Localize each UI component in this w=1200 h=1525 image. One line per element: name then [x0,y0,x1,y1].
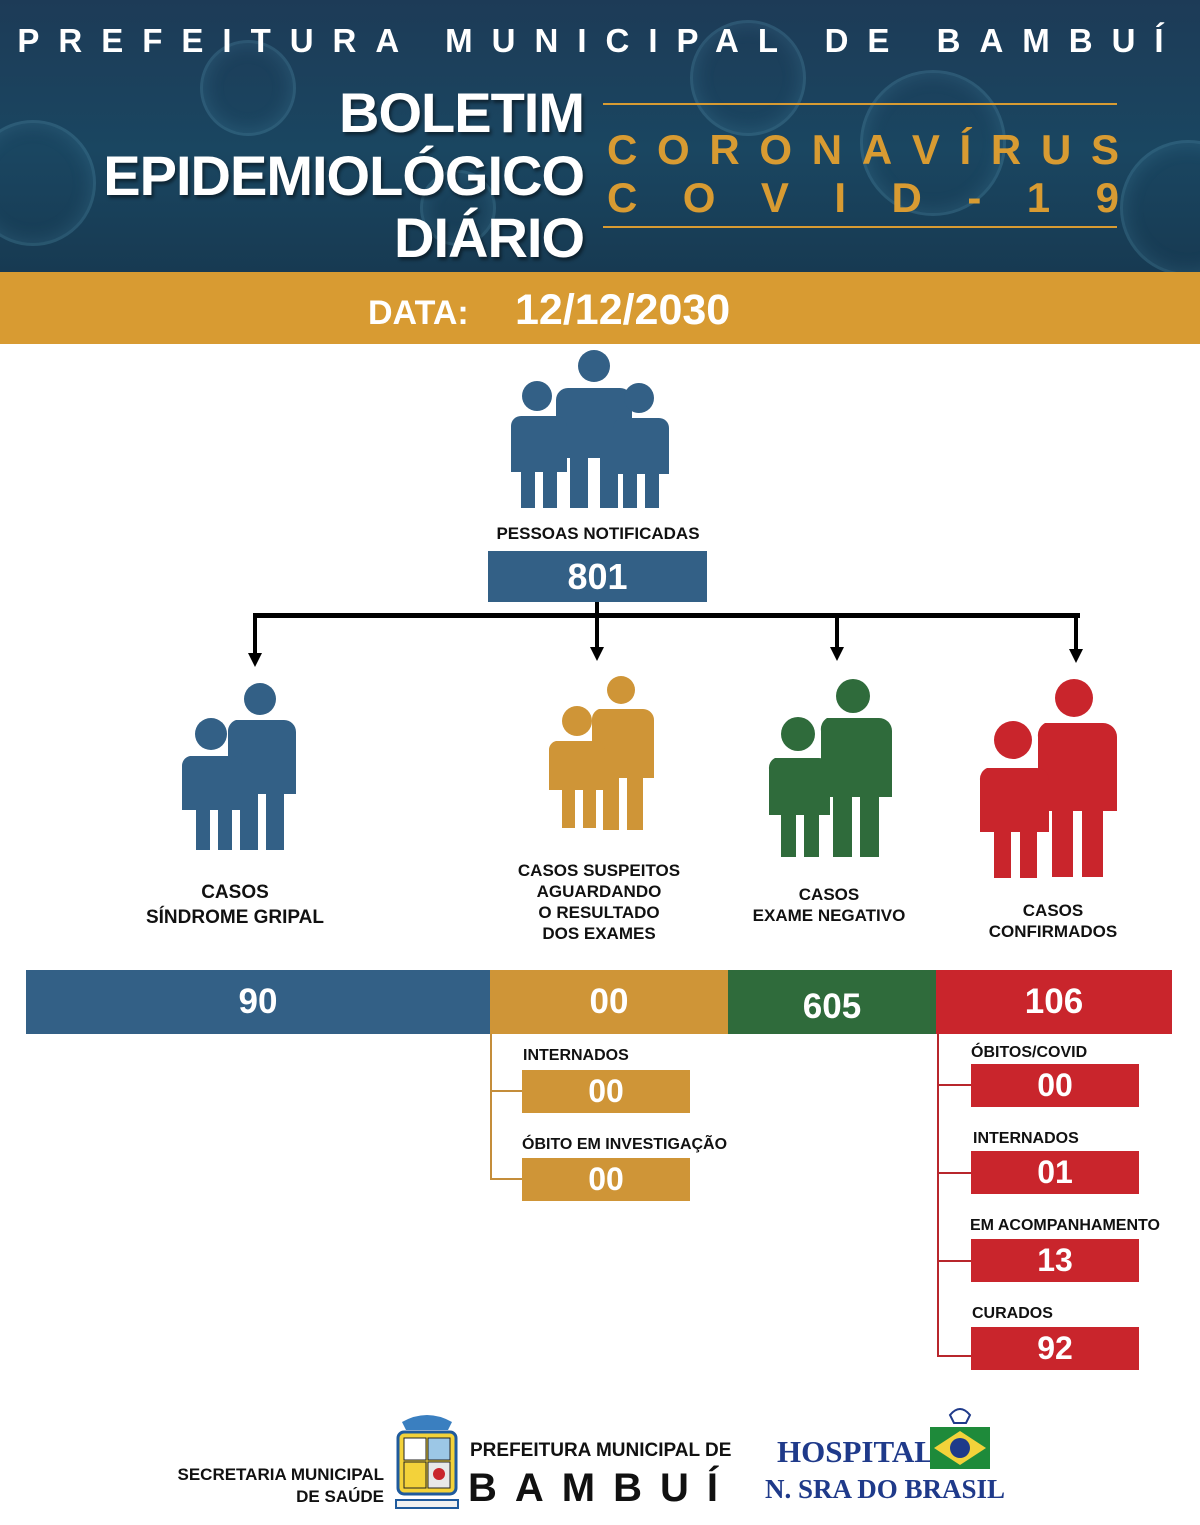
notified-value: 801 [567,555,628,597]
negative-cases-people-icon [768,679,892,857]
prefeitura-footer-line-2: BAMBUÍ [468,1466,736,1510]
negative-cases-label: CASOS EXAME NEGATIVO [752,885,906,925]
corona-title-letter: C [607,126,638,173]
suspect-hospitalized-box: 00 [522,1070,690,1113]
monitoring-box: 13 [971,1239,1139,1282]
covid-deaths-value: 00 [1037,1067,1073,1103]
death-investigation-label: ÓBITO EM INVESTIGAÇÃO [522,1136,728,1153]
corona-title-letter: A [861,126,893,173]
bulletin-title-line-2: EPIDEMIOLÓGICO [103,144,585,207]
municipal-coat-of-arms-icon [395,1415,459,1509]
hospital-name-line-1: HOSPITAL [777,1434,935,1469]
suspect-cases-value: 00 [589,982,629,1021]
corona-title-letter: D [891,174,922,221]
flu-cases-label: CASOS SÍNDROME GRIPAL [145,882,325,928]
confirmed-hospitalized-label: INTERNADOS [973,1130,1079,1147]
secretaria-saude-text: SECRETARIA MUNICIPAL DE SAÚDE [177,1465,384,1506]
corona-title-letter: V [911,126,940,173]
death-investigation-box: 00 [522,1158,690,1201]
suspect-cases-value-box: 00 [490,970,728,1034]
people-group-icon [511,350,669,508]
death-investigation-value: 00 [588,1161,624,1197]
corona-title-letter: O [682,174,716,221]
flu-cases-value: 90 [238,982,278,1021]
suspect-hospitalized-value: 00 [588,1073,624,1109]
corona-title-letter: - [967,174,982,221]
suspect-bracket-vertical [490,1034,492,1180]
corona-title-letter: O [759,126,793,173]
prefeitura-footer-line-1: PREFEITURA MUNICIPAL DE [470,1440,732,1461]
confirmed-cases-label: CASOS CONFIRMADOS [988,901,1118,941]
negative-cases-value-box: 605 [728,970,936,1034]
recovered-box: 92 [971,1327,1139,1370]
hospital-name-line-2: N. SRA DO BRASIL [765,1474,1006,1504]
covid-deaths-label: ÓBITOS/COVID [971,1044,1088,1061]
recovered-label: CURADOS [972,1305,1053,1322]
corona-title-letter: V [760,174,789,221]
bulletin-title-line-3: DIÁRIO [394,206,585,269]
suspect-cases-people-icon [548,676,654,830]
date-label: DATA: [368,294,469,332]
monitoring-label: EM ACOMPANHAMENTO [970,1217,1160,1234]
tree-horizontal [253,613,1080,618]
corona-title-letter: I [834,174,847,221]
negative-cases-value: 605 [802,987,862,1026]
corona-title-letter: O [657,126,690,173]
suspect-bracket-arm-2 [490,1178,522,1180]
gold-divider-bottom [603,226,1117,228]
corona-title-letter: S [1090,126,1119,173]
corona-title-letter: R [709,126,740,173]
covid-deaths-box: 00 [971,1064,1139,1107]
confirmed-bracket-vertical [937,1034,939,1356]
gold-divider-top [603,103,1117,105]
confirmed-hospitalized-box: 01 [971,1151,1139,1194]
monitoring-value: 13 [1037,1242,1073,1278]
flu-cases-people-icon [181,683,296,850]
notified-value-box: 801 [488,551,707,602]
confirmed-bracket-arm-2 [937,1172,971,1174]
flu-cases-value-box: 90 [26,970,490,1034]
confirmed-bracket-arm-4 [937,1355,971,1357]
corona-title-letter: N [811,126,843,173]
recovered-value: 92 [1037,1330,1073,1366]
corona-title-letter: 1 [1026,174,1051,221]
suspect-bracket-arm-1 [490,1090,522,1092]
suspect-hospitalized-label: INTERNADOS [523,1047,629,1064]
date-bar [0,272,1200,344]
brazil-flag-icon [930,1408,990,1469]
notified-label: PESSOAS NOTIFICADAS [496,524,700,543]
confirmed-cases-people-icon [979,679,1117,878]
corona-title-letter: C [607,174,638,221]
header-banner [0,0,1200,272]
bulletin-title-line-1: BOLETIM [339,81,585,144]
confirmed-bracket-arm-3 [937,1260,971,1262]
confirmed-cases-value-box: 106 [936,970,1172,1034]
tree-arrows [248,613,1083,667]
corona-title-letter: U [1040,126,1072,173]
tree-stem [595,602,599,616]
confirmed-hospitalized-value: 01 [1037,1154,1073,1190]
header-top-title: PREFEITURA MUNICIPAL DE BAMBUÍ [17,22,1183,59]
date-value: 12/12/2030 [515,286,731,334]
confirmed-bracket-arm-1 [937,1084,971,1086]
corona-title-letter: 9 [1095,174,1119,221]
corona-title-letter: Í [959,126,972,173]
suspect-cases-label: CASOS SUSPEITOS AGUARDANDO O RESULTADO D… [517,861,681,943]
corona-title-letter: R [990,126,1022,173]
confirmed-cases-value: 106 [1024,982,1084,1021]
